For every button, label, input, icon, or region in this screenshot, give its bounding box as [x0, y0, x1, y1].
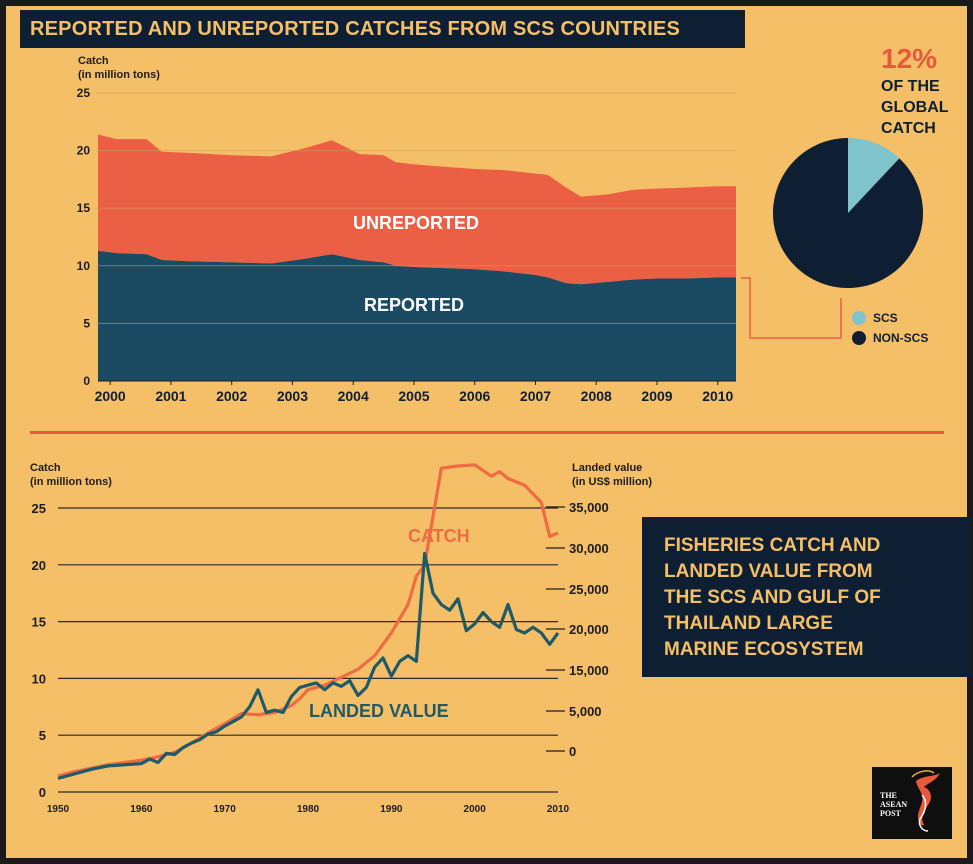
section-divider [30, 431, 944, 434]
x-tick-label: 2001 [155, 388, 186, 404]
series-label-unreported: UNREPORTED [353, 213, 479, 233]
y-tick-label: 10 [77, 259, 91, 273]
x-tick-label: 2004 [338, 388, 369, 404]
pie-slice-scs [848, 138, 900, 213]
y-tick-label: 20 [32, 558, 46, 573]
x-tick-label: 2003 [277, 388, 308, 404]
y2-tick-label: 0 [569, 744, 576, 759]
x-tick-label: 2002 [216, 388, 247, 404]
legend-label-non-scs: NON-SCS [873, 331, 929, 345]
x-tick-label: 2000 [464, 804, 487, 815]
legend-swatch-non-scs [852, 331, 866, 345]
x-tick-label: 1960 [130, 804, 153, 815]
y2-tick-label: 30,000 [569, 541, 609, 556]
line-chart: 0 5 10 15 20 25 0 5,000 15,000 20,000 25,000 30,000… [32, 463, 609, 815]
x-tick-label: 2009 [641, 388, 672, 404]
series-label-catch: CATCH [408, 526, 470, 546]
y-tick-label: 5 [83, 316, 90, 330]
line-landed-value [57, 551, 560, 780]
y-tick-label: 0 [39, 785, 46, 800]
y-tick-label: 10 [32, 671, 46, 686]
x-tick-label: 2007 [520, 388, 551, 404]
asean-post-logo: THE ASEAN POST [872, 767, 952, 839]
top-chart-y-axis-title: Catch (in million tons) [78, 55, 160, 81]
x-tick-label: 2010 [702, 388, 733, 404]
x-tick-label: 1970 [214, 804, 237, 815]
y-tick-label: 20 [77, 144, 91, 158]
pie-caption: OF THE GLOBAL CATCH [881, 78, 949, 137]
legend-item-scs: SCS [852, 308, 928, 328]
chart-title: REPORTED AND UNREPORTED CATCHES FROM SCS… [20, 10, 745, 48]
y2-tick-label: 15,000 [569, 663, 609, 678]
x-tick-label: 2000 [95, 388, 126, 404]
pie-percent: 12% [881, 43, 938, 74]
bottom-chart-y2-axis-title: Landed value (in US$ million) [572, 462, 653, 488]
y-tick-label: 0 [83, 374, 90, 388]
connector-bracket [741, 277, 842, 339]
x-tick-label: 2006 [459, 388, 490, 404]
y-tick-label: 5 [39, 728, 46, 743]
x-tick-label: 1950 [47, 804, 70, 815]
legend-swatch-scs [852, 311, 866, 325]
y-tick-label: 25 [77, 86, 91, 100]
y2-tick-label: 25,000 [569, 582, 609, 597]
x-tick-label: 1980 [297, 804, 320, 815]
info-box: FISHERIES CATCH AND LANDED VALUE FROM TH… [642, 517, 971, 677]
unreported-area [98, 134, 736, 285]
pie-legend: SCS NON-SCS [852, 308, 928, 348]
reported-area [98, 250, 736, 381]
legend-item-non-scs: NON-SCS [852, 328, 928, 348]
series-label-landed-value: LANDED VALUE [309, 701, 449, 721]
x-tick-label: 2005 [398, 388, 429, 404]
x-tick-label: 2010 [547, 804, 570, 815]
y2-tick-label: 35,000 [569, 500, 609, 515]
hummingbird-icon [911, 770, 940, 832]
bottom-chart-y-axis-title: Catch (in million tons) [30, 462, 112, 488]
line-catch [57, 463, 559, 778]
y2-tick-label: 20,000 [569, 622, 609, 637]
x-tick-label: 1990 [380, 804, 403, 815]
series-label-reported: REPORTED [364, 295, 464, 315]
infographic: REPORTED AND UNREPORTED CATCHES FROM SCS… [6, 6, 971, 858]
pie-chart [773, 138, 923, 288]
legend-label-scs: SCS [873, 311, 898, 325]
y-tick-label: 15 [32, 615, 46, 630]
x-tick-label: 2008 [581, 388, 612, 404]
logo-text: THE ASEAN POST [880, 791, 908, 818]
y-tick-label: 25 [32, 501, 46, 516]
y-tick-label: 15 [77, 201, 91, 215]
pie-slice-non-scs [773, 138, 923, 288]
y2-tick-label: 5,000 [569, 704, 602, 719]
area-chart: 0 5 10 15 20 25 2000 2001 2002 2003 2004 2005 2006 20… [77, 86, 842, 404]
